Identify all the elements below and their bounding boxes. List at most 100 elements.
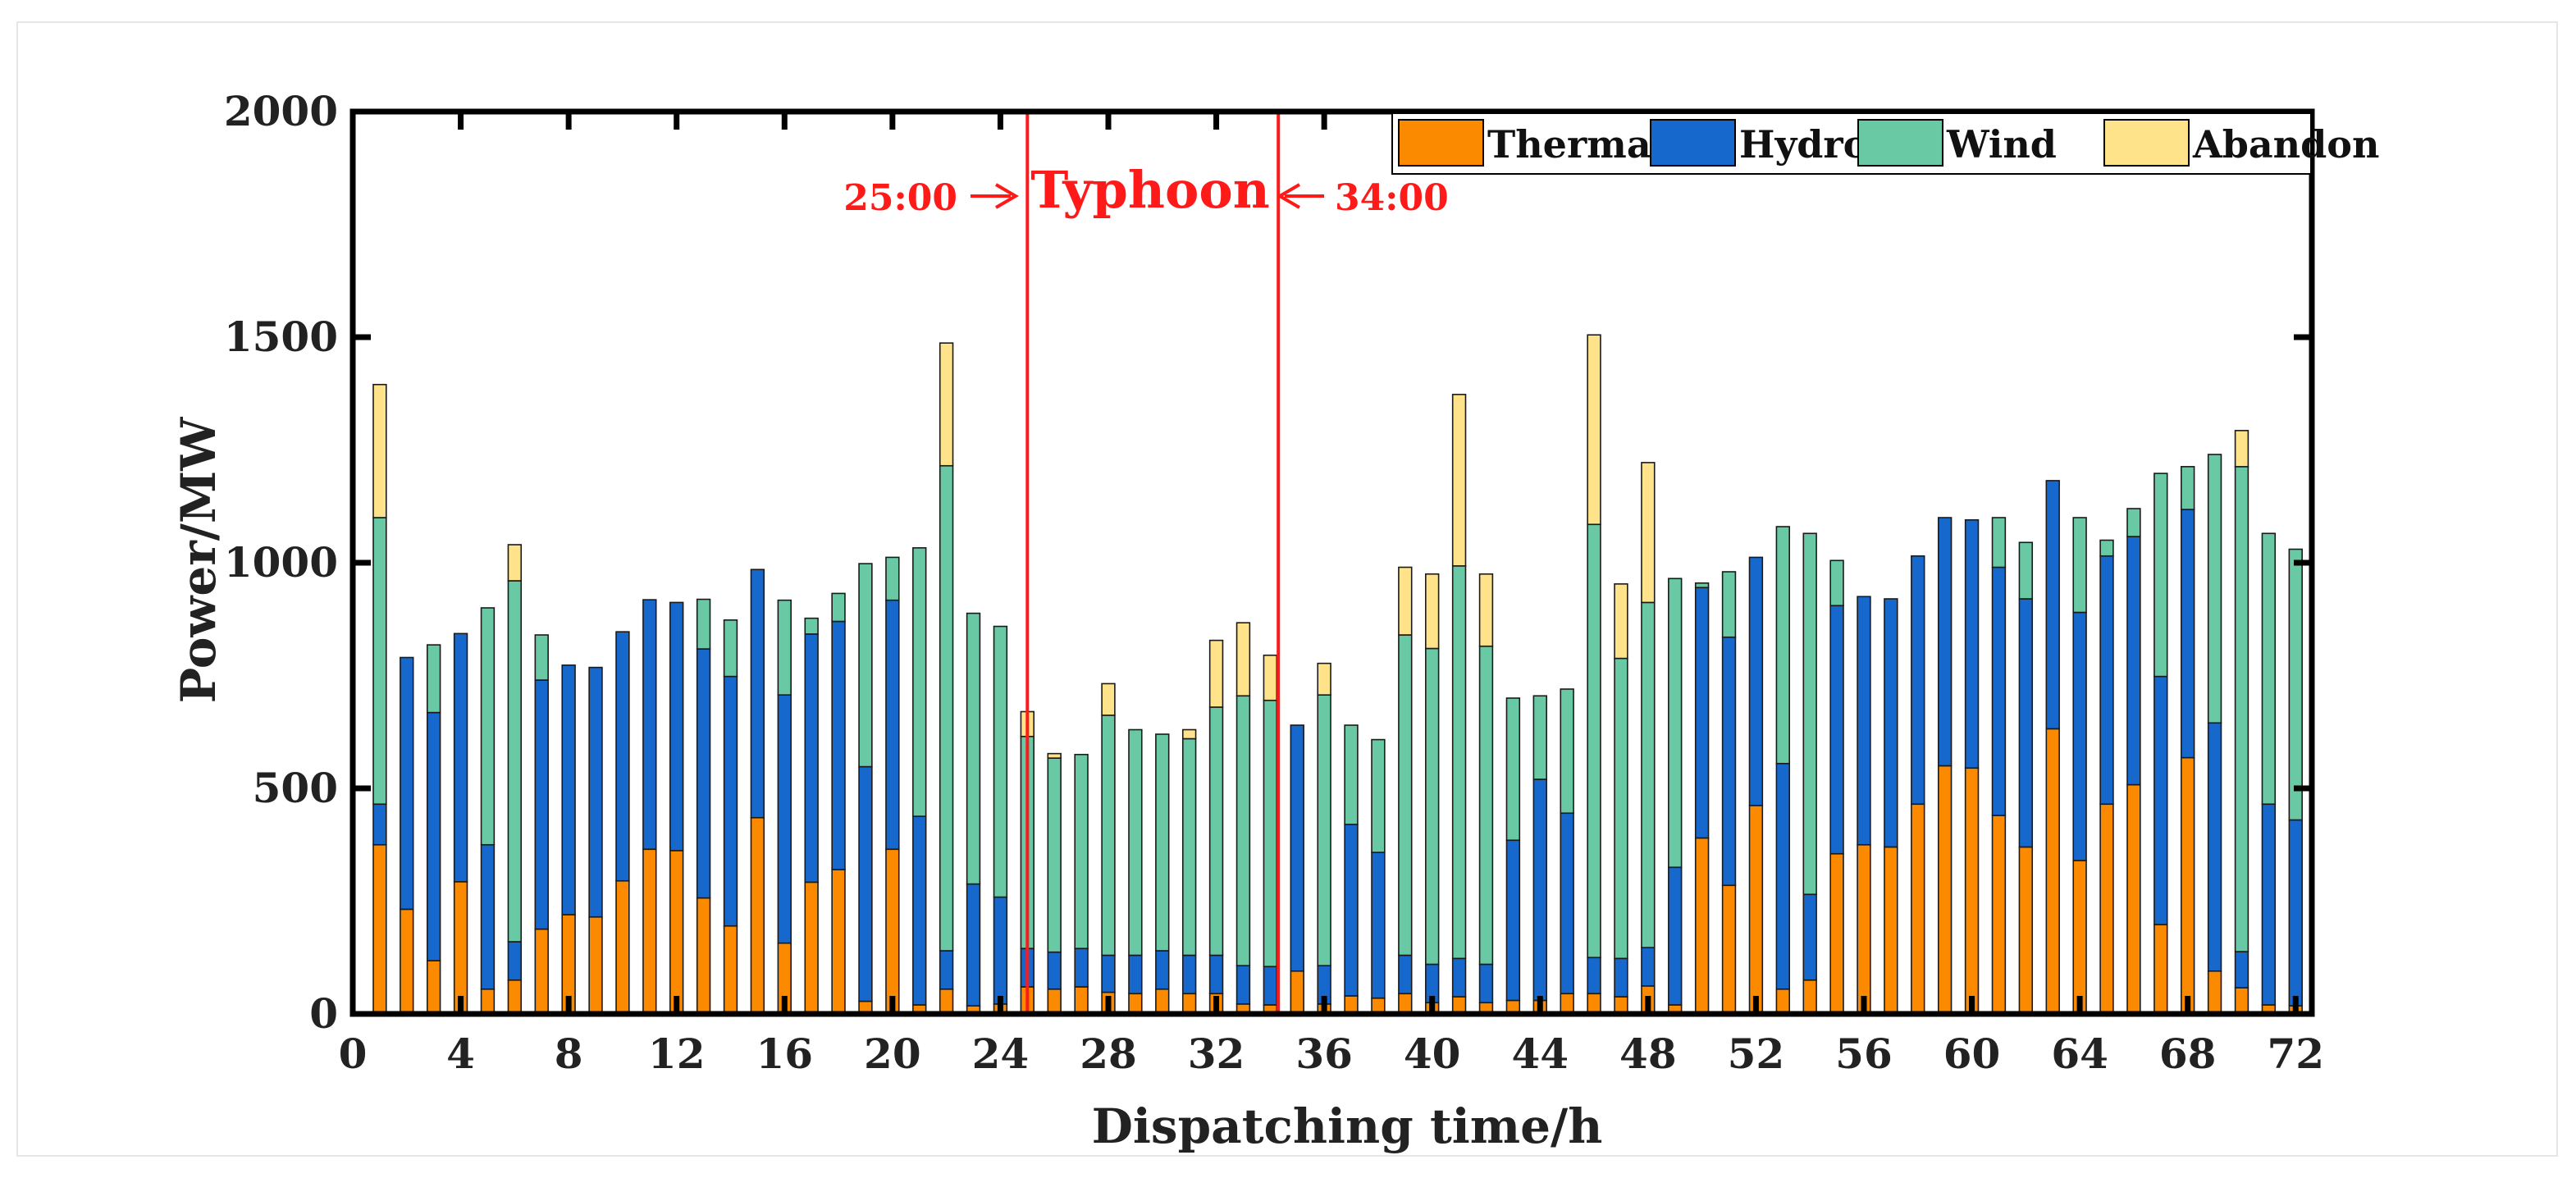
bar-hydro-44 [1532,778,1547,1002]
bar-wind-1 [372,517,387,806]
bar-hydro-33 [1235,965,1251,1005]
bar-abandon-40 [1425,573,1440,650]
bar-hydro-53 [1775,762,1790,990]
x-tick-label: 52 [1728,1030,1785,1078]
bar-wind-27 [1074,753,1089,950]
bar-hydro-46 [1587,957,1601,995]
bar-wind-30 [1155,733,1170,952]
bar-wind-13 [696,598,711,650]
bar-wind-36 [1317,694,1331,966]
bar-hydro-34 [1263,966,1278,1006]
bar-hydro-39 [1398,954,1413,995]
bar-hydro-37 [1344,824,1359,997]
y-tick-label: 1000 [224,538,338,587]
typhoon-label: Typhoon [1030,160,1270,220]
bar-layer [372,112,2303,1015]
bar-wind-18 [831,592,846,623]
bar-thermal-1 [372,843,387,1015]
arrow-left-icon [1277,183,1324,209]
bar-wind-43 [1505,697,1521,842]
x-tick-label: 0 [339,1030,368,1078]
bar-hydro-60 [1964,518,1980,769]
bar-abandon-22 [939,342,954,467]
bar-wind-62 [2018,541,2034,600]
bar-wind-29 [1128,728,1143,957]
bar-wind-49 [1668,578,1683,869]
bar-wind-65 [2099,539,2114,557]
x-tick-label: 24 [972,1030,1030,1078]
bar-thermal-57 [1884,846,1898,1015]
bar-wind-66 [2126,508,2141,537]
bar-abandon-6 [507,544,523,582]
x-tick-label: 8 [555,1030,583,1078]
bar-abandon-47 [1614,583,1628,660]
bar-hydro-54 [1802,893,1817,981]
bar-hydro-26 [1047,951,1062,990]
y-tick-label: 1500 [224,313,338,361]
bar-abandon-31 [1181,728,1197,740]
bar-thermal-12 [669,850,684,1015]
bar-wind-54 [1802,532,1817,896]
bar-hydro-61 [1991,566,2007,816]
bar-hydro-45 [1560,812,1574,995]
bar-hydro-4 [453,632,468,883]
bar-hydro-70 [2234,951,2249,989]
bar-wind-69 [2207,454,2222,724]
bar-hydro-71 [2261,803,2277,1006]
bar-thermal-69 [2207,970,2222,1015]
bar-hydro-50 [1694,587,1710,839]
bar-wind-42 [1478,645,1494,966]
x-tick-label: 12 [648,1030,706,1078]
bar-wind-3 [426,644,441,714]
bar-thermal-62 [2018,846,2034,1015]
bar-thermal-46 [1587,993,1601,1015]
bar-wind-19 [858,563,873,768]
bar-thermal-68 [2181,756,2195,1015]
legend-swatch-wind [1857,119,1943,167]
bar-hydro-41 [1451,957,1467,998]
bar-abandon-33 [1235,622,1251,697]
bar-thermal-54 [1802,979,1817,1015]
bar-hydro-67 [2154,675,2168,925]
bar-thermal-59 [1937,765,1953,1015]
bar-hydro-5 [480,843,496,990]
bar-hydro-8 [561,664,576,915]
bar-hydro-27 [1074,947,1089,988]
legend-swatch-thermal [1398,119,1484,167]
bar-wind-38 [1371,738,1386,853]
bar-wind-17 [804,617,819,635]
bar-hydro-49 [1668,866,1683,1006]
bar-hydro-55 [1829,605,1844,855]
bar-hydro-9 [588,666,603,918]
bar-wind-23 [966,612,981,885]
bar-thermal-70 [2234,987,2249,1015]
bar-hydro-3 [426,711,441,961]
bar-hydro-22 [939,950,954,990]
bar-thermal-27 [1074,986,1089,1015]
legend-label-wind: Wind [1946,122,2057,167]
x-tick-label: 44 [1511,1030,1569,1078]
bar-wind-37 [1344,724,1359,825]
bar-hydro-2 [400,656,414,911]
bar-wind-47 [1614,657,1628,960]
bar-hydro-43 [1505,839,1521,1002]
bar-abandon-1 [372,383,387,518]
bar-thermal-18 [831,869,846,1015]
bar-thermal-53 [1775,988,1790,1015]
legend-label-abandon: Abandon [2192,122,2379,167]
bar-thermal-30 [1155,988,1170,1015]
bar-hydro-63 [2045,480,2060,730]
bar-thermal-22 [939,988,954,1015]
bar-thermal-20 [885,848,900,1015]
y-tick-label: 500 [253,764,338,812]
bar-abandon-41 [1451,394,1467,567]
x-tick-label: 48 [1619,1030,1677,1078]
bar-wind-7 [534,634,549,681]
bar-thermal-4 [453,881,468,1015]
legend-label-thermal: Thermal [1487,122,1665,167]
bar-hydro-7 [534,679,549,930]
bar-thermal-39 [1398,993,1413,1015]
x-tick-label: 68 [2159,1030,2217,1078]
bar-thermal-66 [2126,783,2141,1015]
bar-abandon-39 [1398,566,1413,636]
